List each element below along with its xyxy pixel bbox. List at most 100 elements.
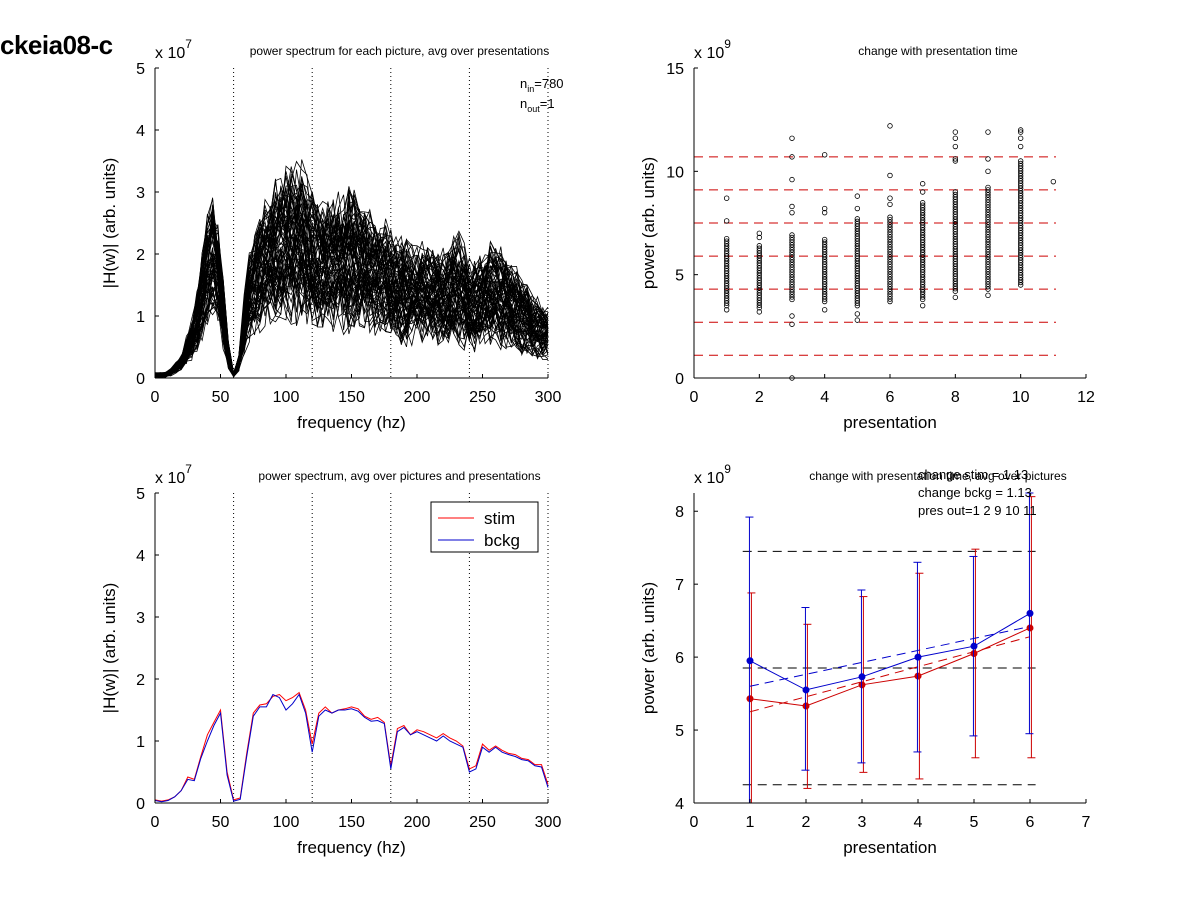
data-point: [1017, 135, 1024, 141]
exponent-base: x 10: [694, 45, 724, 62]
exponent-label: x 109: [694, 37, 731, 62]
y-tick-label: 0: [136, 371, 145, 388]
data-point-stim: [914, 672, 922, 680]
data-point: [887, 195, 893, 201]
data-point-stim: [746, 695, 754, 703]
x-tick-label: 3: [858, 814, 867, 831]
y-tick-label: 0: [136, 796, 145, 813]
exponent-base: x 10: [694, 470, 724, 487]
x-tick-label: 2: [755, 389, 764, 406]
x-axis-label: frequency (hz): [297, 413, 406, 432]
spectrum-trace: [154, 247, 549, 377]
x-tick-label: 2: [802, 814, 811, 831]
x-tick-label: 0: [690, 814, 699, 831]
data-point: [789, 321, 795, 327]
trend-line-stim: [749, 636, 1031, 713]
annotation-part: in: [527, 84, 534, 94]
data-point: [723, 218, 730, 224]
data-point: [854, 193, 861, 199]
data-point: [789, 209, 795, 216]
data-point: [887, 214, 893, 220]
chart-title: change with presentation time: [858, 44, 1018, 58]
data-point: [789, 135, 795, 141]
x-tick-label: 250: [469, 389, 496, 406]
chart-title: power spectrum, avg over pictures and pr…: [258, 469, 540, 483]
x-tick-label: 12: [1077, 389, 1095, 406]
chart-title: change with presentation time, avg over …: [809, 469, 1066, 483]
legend-box: [430, 501, 539, 553]
exponent-power: 7: [185, 37, 192, 51]
y-tick-label: 7: [675, 577, 684, 594]
data-point-bckg: [802, 686, 810, 694]
y-tick-label: 3: [136, 610, 145, 627]
series-line-stim: [154, 691, 549, 802]
data-point: [756, 243, 763, 249]
spectrum-trace: [154, 178, 549, 375]
data-point: [985, 129, 991, 135]
spectrum-trace: [154, 171, 549, 375]
data-point: [952, 129, 959, 135]
x-tick-label: 5: [970, 814, 979, 831]
exponent-base: x 10: [155, 470, 185, 487]
x-tick-label: 0: [151, 389, 160, 406]
y-tick-label: 8: [675, 504, 684, 521]
data-point: [854, 317, 861, 323]
x-tick-label: 4: [914, 814, 923, 831]
data-point-stim: [1026, 624, 1034, 632]
data-point: [854, 216, 861, 222]
y-tick-label: 3: [136, 185, 145, 202]
y-tick-label: 5: [675, 723, 684, 740]
x-tick-label: 7: [1082, 814, 1091, 831]
y-tick-label: 2: [136, 247, 145, 264]
data-point: [919, 302, 926, 309]
x-tick-label: 6: [886, 389, 895, 406]
data-point: [985, 168, 991, 175]
data-point: [789, 234, 795, 241]
data-point: [821, 239, 828, 245]
data-point: [789, 203, 795, 210]
y-tick-label: 4: [136, 123, 145, 140]
x-tick-label: 10: [1012, 389, 1030, 406]
data-point: [854, 205, 861, 212]
data-point: [952, 158, 959, 164]
annotation: nout=1: [520, 96, 555, 114]
data-point: [887, 123, 893, 129]
data-point-stim: [970, 649, 978, 657]
spectrum-trace: [154, 229, 549, 377]
spectrum-traces: [154, 159, 549, 379]
x-axis-label: presentation: [843, 413, 937, 432]
legend-label-stim: stim: [484, 509, 515, 528]
data-point: [919, 189, 926, 195]
x-tick-label: 150: [338, 814, 365, 831]
data-point: [1017, 129, 1024, 135]
series-line-bckg: [749, 612, 1031, 691]
data-point: [952, 143, 959, 150]
data-point-bckg: [914, 653, 922, 661]
spectrum-trace: [154, 253, 549, 378]
chart-title: power spectrum for each picture, avg ove…: [250, 44, 549, 58]
annotation: pres out=1 2 9 10 11: [918, 503, 1037, 518]
spectrum-trace: [154, 264, 549, 377]
data-point: [952, 156, 959, 162]
y-tick-label: 10: [666, 164, 684, 181]
y-tick-label: 6: [675, 650, 684, 667]
data-point: [919, 181, 926, 187]
data-point: [1017, 127, 1024, 133]
x-tick-label: 100: [273, 389, 300, 406]
data-point: [985, 292, 991, 299]
data-point: [821, 236, 828, 243]
legend: stim bckg: [430, 501, 539, 553]
annotation: change bckg = 1.13: [918, 485, 1032, 500]
data-point: [919, 200, 926, 206]
y-tick-label: 2: [136, 672, 145, 689]
exponent-power: 9: [724, 37, 731, 51]
data-point: [1017, 160, 1024, 167]
data-point: [919, 202, 926, 208]
y-tick-label: 1: [136, 734, 145, 751]
data-point-bckg: [1026, 609, 1034, 617]
page-label: ckeia08-c: [0, 30, 113, 60]
data-point: [985, 156, 991, 162]
x-tick-label: 200: [404, 814, 431, 831]
data-point: [723, 195, 730, 201]
x-tick-label: 300: [535, 814, 562, 831]
